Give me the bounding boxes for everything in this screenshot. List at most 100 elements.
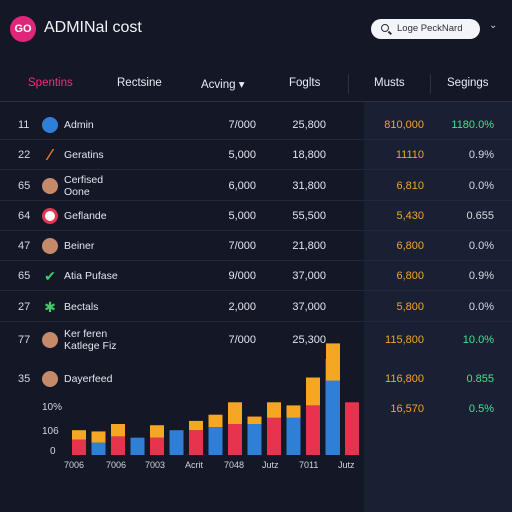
row-cell-c3: 115,800 [385,334,424,346]
row-cell-c3: 6,810 [396,180,424,192]
row-cell-c1: 5,000 [228,149,256,161]
row-cell-c4: 0.0% [468,240,494,252]
app-title: ADMINal cost [44,19,142,36]
row-divider [0,260,512,261]
chart-bar [267,402,281,418]
avatar-icon [42,371,58,387]
tab-acving[interactable]: Acving ▾ [201,79,245,91]
row-name: Bectals [64,301,99,313]
row-cell-c4: 0.9% [468,270,494,282]
multicolor-icon: ✱ [44,299,56,315]
header-divider [348,74,349,94]
chart-bar [326,380,340,455]
row-cell-c4: 0.855 [466,373,494,385]
chart-bar [130,437,145,455]
chart-bar [247,424,262,455]
table-row[interactable]: 65 ✔ Atia Pufase 9/000 37,000 6,800 0.9% [0,261,512,291]
row-number: 35 [18,373,31,385]
search-icon [381,24,389,32]
header-underline [0,101,512,102]
chart-bar [247,416,262,424]
chart-bar [189,430,203,455]
row-cell-c1: 2,000 [228,301,256,313]
top-bar: GO ADMINal cost Loge PeckNard ⌄ [0,0,512,60]
row-cell-c2: 31,800 [292,180,326,192]
x-tick-label: 7011 [299,460,319,470]
row-number: 77 [18,334,31,346]
row-cell-c3: 116,800 [385,373,424,385]
row-cell-c4: 0.655 [466,210,494,222]
row-name: Atia Pufase [64,270,118,282]
x-tick-label: 7003 [145,460,166,470]
row-cell-c1: 5,000 [228,210,256,222]
row-cell-c4: 0.5% [468,403,494,415]
table-row[interactable]: 77 Ker feren Katlege Fiz 7/000 25,300 115,80… [0,325,512,355]
row-cell-c1: 7/000 [228,119,256,131]
row-cell-c1: 9/000 [228,270,256,282]
table-row[interactable]: 65 Cerfised Oone 6,000 31,800 6,810 0.0% [0,171,512,201]
row-divider [0,200,512,201]
tab-musts[interactable]: Musts [374,77,405,89]
table-row[interactable]: 11 Admin 7/000 25,800 810,000 1180.0% [0,110,512,140]
row-name: Admin [64,119,94,131]
row-cell-c4: 10.0% [462,334,494,346]
row-divider [0,230,512,231]
tab-spentins[interactable]: Spentins [28,77,73,89]
row-cell-c1: 7/000 [228,240,256,252]
row-name: Dayerfeed [64,373,113,385]
row-cell-c1: 6,000 [228,180,256,192]
table-row[interactable]: 64 Geflande 5,000 55,500 5,430 0.655 [0,201,512,231]
table-row[interactable]: 47 Beiner 7/000 21,800 6,800 0.0% [0,231,512,261]
chart-bar [91,442,106,455]
row-cell-c1: 7/000 [228,334,256,346]
x-tick-label: 7048 [224,460,245,470]
table-row[interactable]: 16,570 0.5% [0,394,512,424]
y-tick-label: 10% [42,402,63,413]
row-cell-c4: 0.0% [468,180,494,192]
row-number: 47 [18,240,31,252]
row-cell-c2: 37,000 [292,301,326,313]
chevron-down-icon[interactable]: ⌄ [489,20,498,31]
app-logo[interactable]: GO [10,16,36,42]
chart-bar [72,439,86,455]
row-cell-c3: 810,000 [384,119,424,131]
chart-bar [228,424,242,455]
row-cell-c2: 55,500 [292,210,326,222]
y-tick-label: 0 [50,446,56,457]
row-number: 27 [18,301,31,313]
row-cell-c4: 1180.0% [451,119,494,131]
avatar-icon [42,238,58,254]
row-cell-c2: 18,800 [292,149,326,161]
tab-segings[interactable]: Segings [447,77,489,89]
row-name: Geratins [64,149,104,161]
column-header-row: Spentins Rectsine Acving ▾ Foglts Musts … [0,66,512,102]
x-tick-label: 7006 [106,460,127,470]
table-row[interactable]: 22 ⁄ Geratins 5,000 18,800 11110 0.9% [0,140,512,170]
chart-bar [267,417,281,455]
x-tick-label: 7006 [64,460,85,470]
chart-bar [208,427,223,455]
chart-bar [91,431,106,443]
chart-bar [150,437,164,455]
avatar-icon [42,332,58,348]
y-tick-label: 106 [42,426,59,437]
row-name: Cerfised Oone [64,174,104,198]
tab-foglts[interactable]: Foglts [289,77,321,89]
chart-bar [111,424,125,437]
row-cell-c4: 0.0% [468,301,494,313]
table-row[interactable]: 35 Dayerfeed 116,800 0.855 [0,364,512,394]
row-number: 64 [18,210,31,222]
row-cell-c3: 11110 [395,149,424,161]
tab-rectsine[interactable]: Rectsine [117,77,162,89]
chart-bar [286,417,301,455]
chart-bar [306,405,320,455]
chart-bar [72,430,86,440]
search-input[interactable]: Loge PeckNard [371,19,480,39]
header-divider [430,74,431,94]
chart-bar [286,405,301,418]
chart-bar [150,425,164,438]
chart-bar [189,420,203,431]
x-tick-label: Jutz [262,460,279,470]
row-cell-c3: 6,800 [396,270,424,282]
table-row[interactable]: 27 ✱ Bectals 2,000 37,000 5,800 0.0% [0,292,512,322]
